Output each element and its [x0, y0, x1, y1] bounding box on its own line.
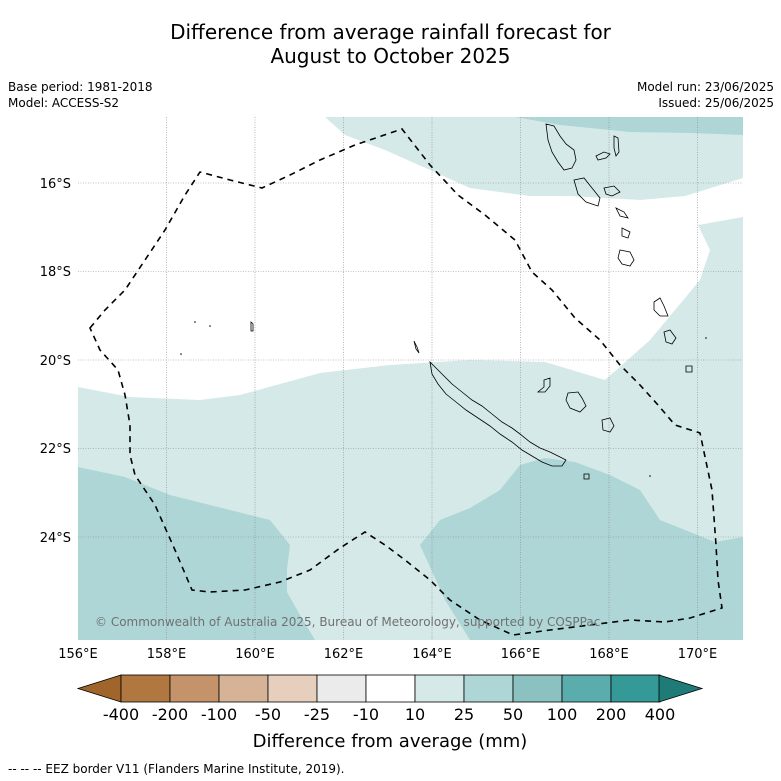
colorbar-segment: [414, 674, 465, 703]
walpole-coast: [583, 473, 590, 480]
meta-right: Model run: 23/06/2025 Issued: 25/06/2025: [637, 79, 774, 111]
colorbar-segment: [267, 674, 318, 703]
efate-coast: [621, 227, 631, 239]
colorbar-tick-label: -10: [353, 705, 379, 724]
ambrym-coast: [603, 185, 621, 197]
meta-left: Base period: 1981-2018 Model: ACCESS-S2: [8, 79, 153, 111]
issued-date: Issued: 25/06/2025: [658, 96, 774, 110]
tanna-coast: [653, 297, 669, 317]
colorbar: [76, 674, 704, 703]
model-run: Model run: 23/06/2025: [636, 80, 774, 94]
malekula-coast: [573, 177, 601, 207]
islet: [180, 353, 182, 355]
aneityum-coast: [663, 329, 677, 345]
model-name: Model: ACCESS-S2: [8, 96, 120, 110]
colorbar-tick-label: 50: [503, 705, 523, 724]
colorbar-tick-label: -200: [152, 705, 188, 724]
title-line-2: August to October 2025: [270, 44, 511, 68]
eez-border: [89, 128, 723, 636]
small-islets-west: [180, 321, 707, 477]
lat-label-22s: 22°S: [40, 442, 71, 457]
map-field: [78, 117, 743, 640]
lon-label-162e: 162°E: [324, 647, 364, 662]
title-line-1: Difference from average rainfall forecas…: [170, 20, 611, 44]
colorbar-tick-label: 100: [547, 705, 578, 724]
lon-label-158e: 158°E: [147, 647, 187, 662]
lat-label-16s: 16°S: [40, 177, 71, 192]
islet: [649, 475, 651, 477]
mid-teal-region-north: [515, 117, 743, 135]
colorbar-tick-label: 400: [645, 705, 676, 724]
ouvea-coast: [536, 377, 551, 393]
mid-teal-region-southwest: [78, 467, 315, 640]
gridlines: [78, 117, 743, 640]
colorbar-segment: [218, 674, 269, 703]
epi-coast: [615, 207, 629, 219]
lat-label-24s: 24°S: [40, 531, 71, 546]
colorbar-tick-label: -50: [255, 705, 281, 724]
base-period: Base period: 1981-2018: [8, 80, 153, 94]
chesterfield-coast: [250, 321, 254, 332]
espiritu-santo-coast: [545, 123, 577, 171]
colorbar-segment: [610, 674, 661, 703]
colorbar-tick-label: 10: [405, 705, 425, 724]
colorbar-title: Difference from average (mm): [253, 731, 528, 752]
colorbar-segment: [316, 674, 367, 703]
light-teal-region-north: [325, 117, 743, 200]
mare-coast: [601, 417, 615, 433]
islet: [705, 337, 707, 339]
islet: [209, 325, 211, 327]
colorbar-segment: [512, 674, 563, 703]
colorbar-segment: [365, 674, 416, 703]
mid-teal-region-southeast: [420, 458, 743, 640]
lat-tick-labels: 16°S 18°S 20°S 22°S 24°S: [40, 177, 71, 546]
lon-label-160e: 160°E: [235, 647, 275, 662]
lat-label-20s: 20°S: [40, 354, 71, 369]
colorbar-tick-label: -25: [304, 705, 330, 724]
belep-islands-coast: [413, 340, 420, 354]
new-caledonia-coast: [429, 360, 567, 467]
colorbar-labels: -400 -200 -100 -50 -25 -10 10 25 50 100 200 400: [103, 705, 675, 724]
colorbar-segment: [120, 674, 171, 703]
lat-label-18s: 18°S: [40, 265, 71, 280]
colorbar-tick-label: -100: [201, 705, 237, 724]
maewo-coast: [613, 135, 620, 157]
colorbar-arrow-right: [658, 674, 704, 703]
lifou-coast: [565, 391, 587, 413]
coastlines: [250, 123, 693, 480]
colorbar-segment: [561, 674, 612, 703]
colorbar-tick-label: -400: [103, 705, 139, 724]
colorbar-tick-label: 25: [454, 705, 474, 724]
footer-note: -- -- -- EEZ border V11 (Flanders Marine…: [8, 762, 345, 776]
colorbar-arrow-left: [76, 674, 122, 703]
erromango-coast: [617, 249, 635, 267]
lon-label-164e: 164°E: [412, 647, 452, 662]
colorbar-tick-label: 200: [596, 705, 627, 724]
ambae-coast: [595, 151, 611, 161]
lon-label-166e: 166°E: [501, 647, 541, 662]
lon-label-168e: 168°E: [589, 647, 629, 662]
islet: [194, 321, 196, 323]
copyright-text: © Commonwealth of Australia 2025, Bureau…: [95, 615, 600, 629]
colorbar-segment: [463, 674, 514, 703]
map-title: Difference from average rainfall forecas…: [0, 20, 781, 68]
lon-label-156e: 156°E: [58, 647, 98, 662]
hunter-island-coast: [685, 365, 693, 373]
lon-tick-labels: 156°E 158°E 160°E 162°E 164°E 166°E 168°…: [58, 647, 717, 662]
colorbar-segment: [169, 674, 220, 703]
lon-label-170e: 170°E: [678, 647, 718, 662]
